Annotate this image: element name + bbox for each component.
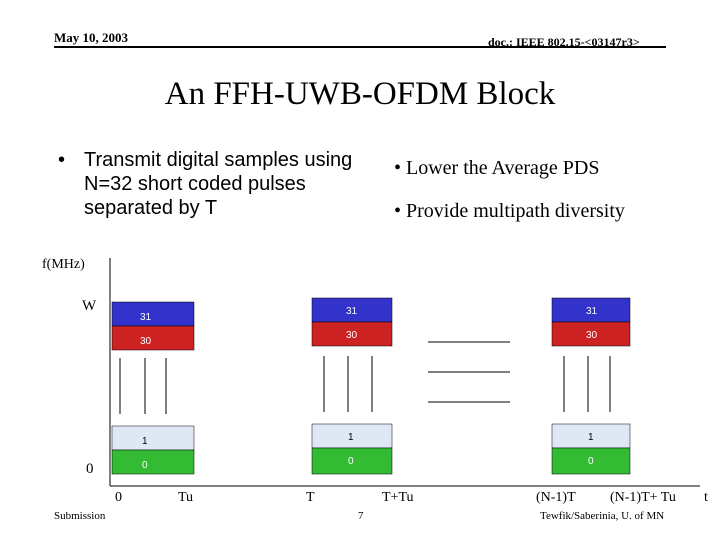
footer-right: Tewfik/Saberinia, U. of MN — [540, 510, 665, 522]
y-top-label: W — [82, 298, 97, 314]
block-1: 31 30 1 0 — [111, 301, 195, 475]
x-label-0: 0 — [115, 490, 122, 505]
header-rule — [54, 46, 666, 48]
bullet-dot-icon: • — [58, 149, 66, 171]
block-2-cell-0 — [311, 447, 393, 475]
x-label-t-axis: t — [704, 490, 708, 505]
block-2-cell-1 — [311, 423, 393, 449]
y-axis-label: f(MHz) — [42, 257, 85, 272]
bullet-left-text: Transmit digital samples using N=32 shor… — [84, 149, 353, 219]
x-label-tu: Tu — [178, 490, 194, 505]
x-label-t-plus-tu: T+Tu — [382, 490, 414, 505]
block-2-label-31: 31 — [346, 306, 358, 317]
x-label-n-1-t-plus-tu: (N-1)T+ Tu — [610, 490, 676, 505]
block-n-label-30: 30 — [586, 330, 598, 341]
bullet-right-2: • Provide multipath diversity — [394, 200, 625, 223]
block-n-cell-30 — [551, 321, 631, 347]
block-n-label-31: 31 — [586, 306, 598, 317]
block-1-label-31: 31 — [140, 312, 152, 323]
bullet-left-1: • Transmit digital samples using N=32 sh… — [58, 148, 368, 220]
block-n: 31 30 1 0 — [551, 297, 631, 475]
slide-title: An FFH-UWB-OFDM Block — [164, 76, 556, 112]
bullet-right-text: Provide multipath diversity — [406, 200, 625, 222]
block-2: 31 30 1 0 — [311, 297, 393, 475]
footer-left: Submission — [54, 510, 106, 522]
bullet-right-text: Lower the Average PDS — [406, 157, 600, 179]
block-2-cell-30 — [311, 321, 393, 347]
y-bottom-label: 0 — [86, 461, 94, 477]
header-date: May 10, 2003 — [54, 30, 129, 45]
x-label-t: T — [306, 490, 315, 505]
block-2-label-0: 0 — [348, 456, 354, 467]
block-1-cell-30 — [111, 325, 195, 351]
footer-page-number: 7 — [358, 510, 364, 522]
block-n-label-1: 1 — [588, 432, 594, 443]
block-1-label-0: 0 — [142, 460, 148, 471]
block-1-cell-0 — [111, 449, 195, 475]
block-n-cell-1 — [551, 423, 631, 449]
block-1-label-1: 1 — [142, 436, 148, 447]
block-n-cell-0 — [551, 447, 631, 475]
x-label-n-1-t: (N-1)T — [536, 490, 576, 505]
block-n-cell-31 — [551, 297, 631, 323]
header-doc-id: doc.: IEEE 802.15-<03147r3> — [488, 35, 640, 49]
bullet-dot-icon: • — [394, 200, 407, 222]
bullet-dot-icon: • — [394, 157, 407, 179]
block-1-label-30: 30 — [140, 336, 152, 347]
block-n-label-0: 0 — [588, 456, 594, 467]
block-1-cell-1 — [111, 425, 195, 451]
block-2-label-30: 30 — [346, 330, 358, 341]
block-1-cell-31 — [111, 301, 195, 327]
bullet-right-1: • Lower the Average PDS — [394, 157, 599, 180]
block-2-label-1: 1 — [348, 432, 354, 443]
